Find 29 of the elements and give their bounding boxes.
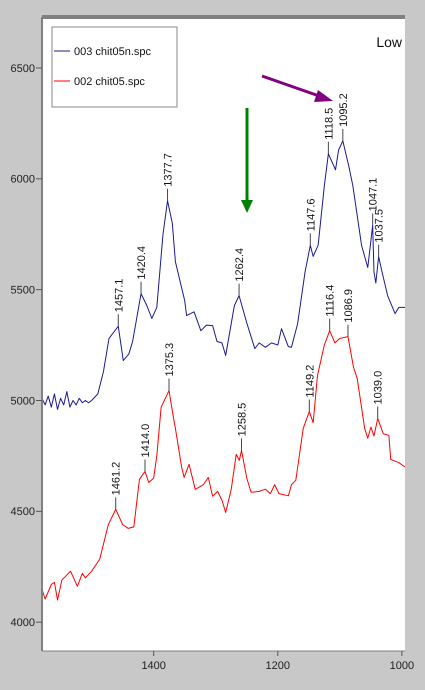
annotation: 1149.2 (304, 364, 316, 398)
annotation: Low (376, 34, 403, 50)
annotation: 1377.7 (162, 153, 175, 187)
line-series (42, 330, 406, 601)
x-tick-label: 1000 (390, 660, 414, 672)
x-tick-label: 1400 (141, 660, 166, 672)
y-tick-label: 4000 (10, 617, 35, 630)
annotation: 1086.9 (342, 289, 355, 323)
annotation: 1039.0 (372, 370, 385, 404)
annotation: 1420.4 (136, 246, 148, 280)
y-tick-label: 5000 (10, 395, 35, 408)
annotation: 1375.3 (164, 342, 176, 377)
y-tick-label: 5500 (10, 284, 35, 297)
y-tick-label: 4500 (10, 506, 35, 518)
annotation: 1414.0 (140, 424, 152, 458)
y-tick-label: 6500 (10, 62, 35, 75)
annotation: 1118.5 (323, 108, 336, 140)
annotation: 1147.6 (305, 198, 318, 232)
annotation: 1461.2 (110, 462, 123, 496)
annotation: 1258.5 (236, 402, 248, 436)
y-tick-label: 6000 (10, 174, 35, 186)
annotation: 1037.5 (374, 208, 386, 243)
annotation: 1262.4 (234, 248, 246, 282)
annotation: 1457.1 (113, 278, 126, 312)
legend-label: 003 chit05n.spc (74, 46, 152, 58)
annotation: 1116.4 (324, 284, 337, 317)
annotation: 1095.2 (338, 93, 350, 127)
x-tick-label: 1200 (266, 660, 290, 672)
legend-label: 002 chit05.spc (74, 76, 146, 88)
